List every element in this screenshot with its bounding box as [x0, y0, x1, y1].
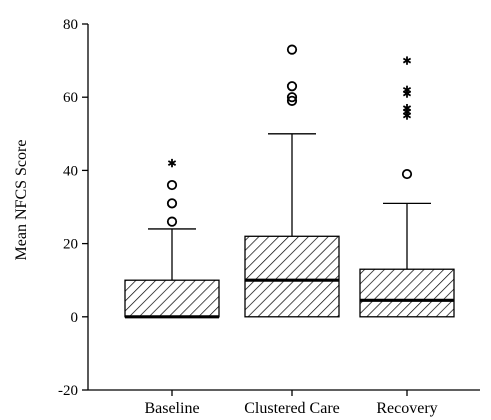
y-tick-label: 0 — [71, 310, 79, 326]
x-category-labels: Baseline Clustered Care Recovery — [144, 400, 437, 417]
y-tick-label: 80 — [63, 17, 78, 33]
y-tick-label: 40 — [63, 163, 78, 179]
box-group — [244, 44, 340, 318]
outlier-point — [286, 92, 298, 103]
y-tick-label: -20 — [58, 383, 78, 399]
box-iqr — [359, 268, 455, 318]
x-category-label: Baseline — [144, 400, 199, 417]
extreme-point — [167, 158, 177, 168]
outlier-point — [166, 198, 178, 209]
extreme-point — [402, 56, 412, 65]
extreme-point — [402, 85, 412, 95]
outlier-point — [286, 81, 298, 92]
y-tick-labels: -20 0 20 40 60 80 — [58, 17, 78, 399]
extreme-point — [402, 103, 412, 113]
box-series — [124, 44, 455, 319]
box-group — [124, 158, 220, 319]
box-iqr — [244, 235, 340, 318]
y-tick-label: 60 — [63, 90, 78, 106]
y-tick-label: 20 — [63, 237, 78, 253]
axes — [82, 23, 480, 396]
outlier-point — [166, 179, 178, 191]
outlier-point — [286, 95, 298, 106]
x-category-label: Recovery — [376, 400, 437, 417]
y-axis-title: Mean NFCS Score — [13, 140, 30, 261]
outlier-point — [401, 168, 413, 180]
outlier-point — [166, 216, 178, 227]
box-iqr — [124, 279, 220, 318]
box-group — [359, 56, 455, 318]
x-category-label: Clustered Care — [244, 400, 340, 417]
outlier-point — [286, 44, 298, 55]
